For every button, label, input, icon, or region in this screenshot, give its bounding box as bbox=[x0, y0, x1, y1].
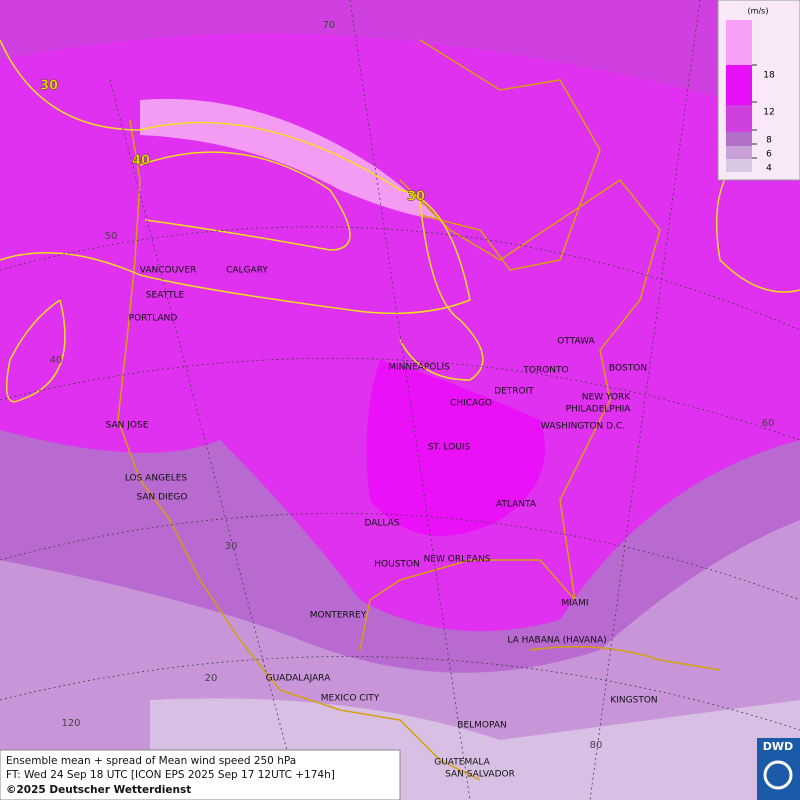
city-label: SEATTLE bbox=[146, 291, 185, 301]
isotachs bbox=[0, 39, 800, 403]
city-label: NEW ORLEANS bbox=[424, 555, 491, 565]
city-label: PHILADELPHIA bbox=[566, 405, 632, 415]
city-label: DALLAS bbox=[364, 519, 399, 529]
legend-swatch bbox=[726, 105, 752, 132]
graticule-label: 30 bbox=[225, 541, 238, 552]
city-label: MEXICO CITY bbox=[321, 694, 380, 704]
legend-tick-label: 6 bbox=[766, 150, 772, 160]
graticule-label: 60 bbox=[762, 418, 775, 429]
legend-unit: (m/s) bbox=[748, 7, 769, 16]
graticule-label: 40 bbox=[50, 355, 63, 366]
city-label: CHICAGO bbox=[450, 399, 492, 409]
isotach-label: 40 bbox=[132, 154, 150, 169]
city-label: GUATEMALA bbox=[434, 758, 490, 768]
labels: VANCOUVER CALGARY SEATTLE PORTLAND MINNEAPOL… bbox=[40, 20, 775, 780]
graticule-label: 20 bbox=[205, 673, 218, 684]
city-label: NEW YORK bbox=[582, 393, 632, 403]
city-label: DETROIT bbox=[494, 387, 534, 397]
jet-core bbox=[140, 98, 440, 220]
legend-swatch bbox=[726, 159, 752, 172]
caption-line: FT: Wed 24 Sep 18 UTC [ICON EPS 2025 Sep… bbox=[6, 769, 335, 781]
legend-tick-label: 4 bbox=[766, 164, 772, 174]
city-label: BOSTON bbox=[609, 364, 647, 374]
city-label: PORTLAND bbox=[129, 314, 178, 324]
legend-swatch bbox=[726, 20, 752, 65]
graticule-label: 80 bbox=[590, 740, 603, 751]
legend-swatch bbox=[726, 65, 752, 105]
city-label: HOUSTON bbox=[374, 560, 419, 570]
city-label: CALGARY bbox=[226, 266, 268, 276]
city-label: MIAMI bbox=[562, 599, 589, 609]
legend-swatch bbox=[726, 132, 752, 146]
spread-field bbox=[366, 360, 545, 536]
caption-box bbox=[0, 749, 401, 800]
city-label: GUADALAJARA bbox=[266, 674, 332, 684]
spread-field bbox=[0, 0, 800, 120]
city-label: LOS ANGELES bbox=[125, 474, 188, 484]
legend: (m/s) 18 12 8 6 4 bbox=[717, 0, 800, 181]
logo-icon bbox=[763, 760, 793, 790]
city-label: SAN JOSE bbox=[106, 421, 149, 431]
city-label: ATLANTA bbox=[496, 500, 537, 510]
city-label: KINGSTON bbox=[610, 696, 657, 706]
city-label: WASHINGTON D.C. bbox=[541, 422, 625, 432]
city-label: ST. LOUIS bbox=[428, 443, 471, 453]
city-label: SAN SALVADOR bbox=[445, 770, 515, 780]
city-label: OTTAWA bbox=[557, 337, 595, 347]
graticule-label: 120 bbox=[61, 718, 80, 729]
legend-swatch bbox=[726, 146, 752, 159]
logo-text: DWD bbox=[763, 740, 793, 753]
legend-tick-label: 12 bbox=[763, 108, 774, 118]
city-label: VANCOUVER bbox=[140, 266, 197, 276]
city-label: MONTERREY bbox=[310, 611, 367, 621]
city-label: SAN DIEGO bbox=[137, 493, 188, 503]
logo-box bbox=[757, 738, 800, 800]
caption-line: ©2025 Deutscher Wetterdienst bbox=[6, 784, 191, 796]
legend-tick-label: 8 bbox=[766, 136, 772, 146]
caption-line: Ensemble mean + spread of Mean wind spee… bbox=[6, 755, 296, 767]
graticule-label: 50 bbox=[105, 231, 118, 242]
isotach-label: 30 bbox=[40, 79, 58, 94]
city-label: TORONTO bbox=[522, 366, 568, 376]
legend-tick-label: 18 bbox=[763, 71, 775, 81]
city-label: LA HABANA (HAVANA) bbox=[507, 636, 606, 646]
isotach-label: 30 bbox=[407, 190, 425, 205]
graticule-label: 70 bbox=[323, 20, 336, 31]
city-label: MINNEAPOLIS bbox=[388, 363, 450, 373]
legend-ticks: 18 12 8 6 4 bbox=[752, 64, 775, 174]
city-label: BELMOPAN bbox=[457, 721, 506, 731]
